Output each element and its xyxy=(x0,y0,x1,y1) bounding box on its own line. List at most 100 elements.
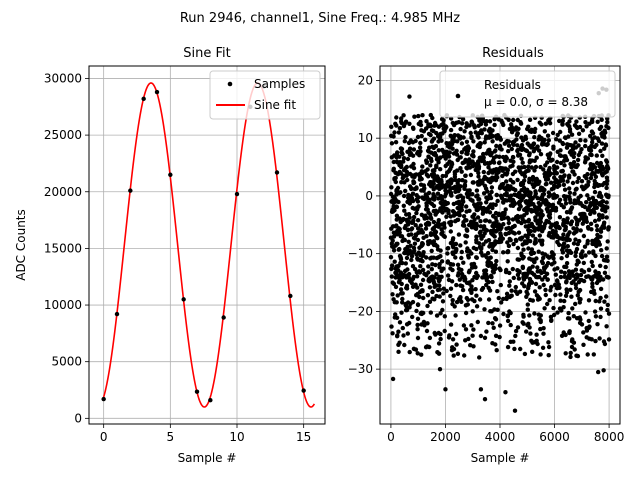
sine-fit-title: Sine Fit xyxy=(183,46,230,61)
residual-point xyxy=(490,279,495,285)
residual-point xyxy=(598,263,603,268)
residual-point xyxy=(497,334,502,340)
residual-point xyxy=(459,150,464,155)
residual-point xyxy=(403,188,408,194)
residual-point xyxy=(444,214,449,219)
residual-point xyxy=(448,322,454,327)
residual-point xyxy=(443,387,448,392)
residual-point xyxy=(508,203,514,208)
residuals-axes: Residuals 0 2000 4000 6000 8000 −30 −20 −10 0 10 2… xyxy=(348,46,625,465)
residual-point xyxy=(547,298,552,303)
residual-point xyxy=(513,192,518,198)
residual-point xyxy=(434,255,440,261)
residual-point xyxy=(408,243,413,248)
residual-point xyxy=(389,141,395,146)
residual-point xyxy=(436,330,441,336)
residual-point xyxy=(529,165,534,170)
residual-point xyxy=(604,254,610,259)
residual-point xyxy=(469,225,475,230)
residual-point xyxy=(580,221,585,226)
residual-point xyxy=(496,222,501,227)
residual-point xyxy=(461,135,466,140)
sine-fit-grid xyxy=(89,66,325,424)
residual-point xyxy=(478,201,483,206)
residual-point xyxy=(405,177,410,183)
residual-point xyxy=(596,239,601,245)
residual-point xyxy=(416,250,421,255)
residual-point xyxy=(529,209,534,214)
residual-point xyxy=(400,217,405,223)
residual-point xyxy=(533,215,538,220)
residual-point xyxy=(487,192,492,198)
residual-point xyxy=(492,117,497,122)
residual-point xyxy=(471,139,476,144)
residual-point xyxy=(442,234,447,239)
residual-point xyxy=(513,333,518,339)
sample-point xyxy=(101,396,106,402)
sample-point xyxy=(194,389,200,394)
residual-point xyxy=(409,226,415,231)
residual-point xyxy=(579,212,585,218)
residual-point xyxy=(588,152,593,157)
residual-point xyxy=(398,287,404,292)
residual-point xyxy=(563,201,569,206)
sample-point xyxy=(221,315,226,320)
residual-point xyxy=(529,158,535,163)
residual-point xyxy=(558,129,563,135)
residual-point xyxy=(445,273,451,278)
residual-point xyxy=(567,186,572,191)
residual-point xyxy=(542,129,547,134)
sine-fit-ytick-label: 0 xyxy=(74,411,82,425)
residual-point xyxy=(420,277,426,283)
residual-point xyxy=(511,155,516,160)
residual-point xyxy=(427,221,432,226)
residual-point xyxy=(454,148,459,153)
residual-point xyxy=(604,158,609,163)
residual-point xyxy=(427,279,432,284)
residual-point xyxy=(475,215,481,220)
residual-point xyxy=(415,351,420,356)
residual-point xyxy=(474,304,480,309)
residual-point xyxy=(504,172,509,177)
residual-point xyxy=(433,262,438,268)
residual-point xyxy=(584,184,589,189)
residual-point xyxy=(488,168,493,174)
residual-point xyxy=(574,119,579,124)
residual-point xyxy=(555,310,560,315)
residual-point xyxy=(407,94,412,99)
residual-point xyxy=(561,232,566,237)
residual-point xyxy=(576,152,581,158)
residual-point xyxy=(504,226,509,231)
residual-point xyxy=(481,242,486,247)
residual-point xyxy=(569,270,575,275)
residual-point xyxy=(409,186,414,192)
residual-point xyxy=(404,286,410,291)
sample-point xyxy=(128,188,133,193)
residual-point xyxy=(473,226,479,231)
residual-point xyxy=(540,277,545,282)
residual-point xyxy=(451,353,456,358)
residual-point xyxy=(498,165,503,171)
legend-residuals-stats: μ = 0.0, σ = 8.38 xyxy=(484,95,588,109)
residual-point xyxy=(604,294,609,299)
residual-point xyxy=(439,259,445,264)
residual-point xyxy=(430,196,436,201)
residual-point xyxy=(484,200,489,205)
residual-point xyxy=(515,143,520,148)
residual-point xyxy=(413,232,418,237)
residual-point xyxy=(484,207,489,212)
residual-point xyxy=(435,350,440,355)
residual-point xyxy=(465,297,471,302)
residual-point xyxy=(529,251,534,257)
residual-point xyxy=(539,209,544,214)
residual-point xyxy=(459,169,464,174)
residual-point xyxy=(448,166,453,172)
residual-point xyxy=(533,281,539,287)
residual-point xyxy=(504,191,509,196)
residual-point xyxy=(410,125,416,130)
residual-point xyxy=(484,282,489,288)
residual-point xyxy=(493,175,498,180)
residual-point xyxy=(418,119,423,125)
residual-point xyxy=(535,220,540,225)
residual-point xyxy=(478,179,483,184)
